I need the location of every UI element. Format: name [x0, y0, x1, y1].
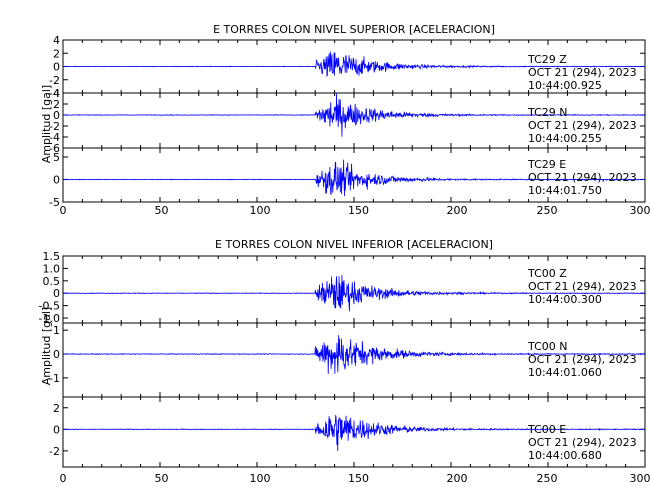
y-tick-label: -2 [49, 74, 60, 87]
trace-station-label: TC29 Z [527, 53, 567, 66]
y-tick-label: 4 [53, 87, 60, 100]
y-tick-label: 5 [53, 151, 60, 164]
trace-date-label: OCT 21 (294), 2023 [528, 171, 637, 184]
y-tick-label: -5 [49, 196, 60, 209]
x-tick-label: 50 [155, 204, 169, 217]
y-axis-label: Amplitud [gal] [40, 307, 53, 385]
y-tick-label: 1.5 [43, 250, 61, 263]
trace-station-label: TC00 N [527, 340, 567, 353]
x-tick-label: 300 [630, 204, 650, 217]
trace-station-label: TC00 E [527, 423, 566, 436]
trace-time-label: 10:44:00.925 [528, 79, 602, 92]
y-tick-label: -6 [49, 142, 60, 155]
y-tick-label: -1.0 [39, 312, 60, 325]
y-tick-label: 0 [53, 348, 60, 361]
x-tick-label: 150 [348, 204, 369, 217]
y-tick-label: -2 [49, 445, 60, 458]
trace-date-label: OCT 21 (294), 2023 [528, 119, 637, 132]
waveform-trace [62, 335, 646, 374]
y-tick-label: 0 [53, 109, 60, 122]
x-axis-tick-labels: 0 50 100 150 200 250 300 [60, 204, 650, 217]
y-tick-label: 1 [53, 324, 60, 337]
y-tick-label: 1.0 [43, 262, 61, 275]
trace-time-label: 10:44:01.060 [528, 366, 602, 379]
y-tick-label: 0.5 [43, 275, 61, 288]
y-tick-label: 0 [53, 174, 60, 187]
y-tick-label: 0 [53, 287, 60, 300]
y-tick-label: 2 [53, 98, 60, 111]
panel-title: E TORRES COLON NIVEL SUPERIOR [ACELERACI… [213, 23, 495, 36]
y-tick-label: -2 [49, 120, 60, 133]
waveform-trace [62, 92, 646, 137]
y-tick-label: 0 [53, 61, 60, 74]
x-axis-tick-labels: 0 50 100 150 200 250 300 [60, 472, 650, 485]
trace-date-label: OCT 21 (294), 2023 [528, 66, 637, 79]
y-tick-label: 4 [53, 34, 60, 47]
x-tick-label: 250 [537, 472, 558, 485]
y-tick-label: 2 [53, 402, 60, 415]
trace-station-label: TC29 N [527, 106, 567, 119]
trace-time-label: 10:44:00.255 [528, 132, 602, 145]
waveform-trace [62, 159, 646, 196]
x-tick-label: 200 [447, 472, 468, 485]
y-tick-label: -4 [49, 131, 60, 144]
y-tick-label: 0 [53, 423, 60, 436]
trace-date-label: OCT 21 (294), 2023 [528, 280, 637, 293]
y-axis-label: Amplitud [gal] [40, 85, 53, 163]
trace-time-label: 10:44:00.680 [528, 449, 602, 462]
trace-station-label: TC29 E [527, 158, 566, 171]
y-tick-label: -4 [49, 87, 60, 100]
x-tick-label: 150 [348, 472, 369, 485]
y-tick-label: -0.5 [39, 300, 60, 313]
x-tick-label: 200 [447, 204, 468, 217]
panel-inferior: E TORRES COLON NIVEL INFERIOR [ACELERACI… [40, 238, 650, 485]
trace-station-label: TC00 Z [527, 267, 567, 280]
trace-date-label: OCT 21 (294), 2023 [528, 353, 637, 366]
waveform-trace [62, 414, 646, 451]
x-tick-label: 0 [60, 472, 67, 485]
panel-title: E TORRES COLON NIVEL INFERIOR [ACELERACI… [215, 238, 493, 251]
trace-time-label: 10:44:00.300 [528, 293, 602, 306]
y-tick-label: 2 [53, 47, 60, 60]
panel-superior: E TORRES COLON NIVEL SUPERIOR [ACELERACI… [40, 23, 650, 217]
trace-time-label: 10:44:01.750 [528, 184, 602, 197]
y-tick-label: -1 [49, 372, 60, 385]
x-tick-label: 250 [537, 204, 558, 217]
x-tick-label: 100 [250, 204, 271, 217]
x-tick-label: 100 [250, 472, 271, 485]
waveform-trace [62, 51, 646, 78]
x-tick-label: 300 [630, 472, 650, 485]
x-tick-label: 50 [155, 472, 169, 485]
trace-date-label: OCT 21 (294), 2023 [528, 436, 637, 449]
waveform-trace [62, 274, 646, 312]
x-tick-label: 0 [60, 204, 67, 217]
